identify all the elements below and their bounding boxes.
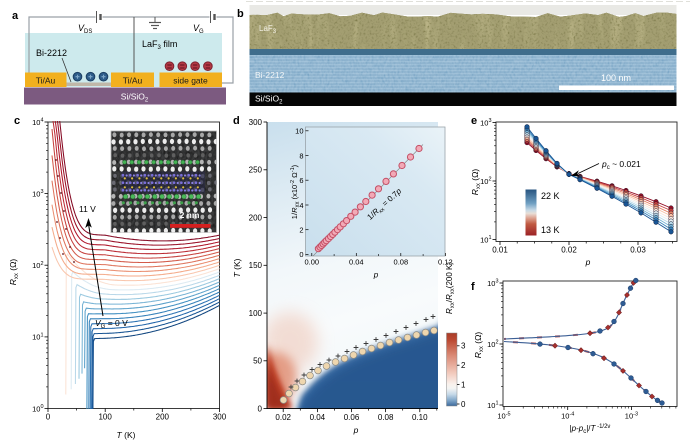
svg-text:Ti/Au: Ti/Au xyxy=(123,76,143,86)
svg-text:p: p xyxy=(585,257,591,267)
svg-text:|p-pc|/T -1/2ν: |p-pc|/T -1/2ν xyxy=(570,424,611,435)
svg-text:2 nm: 2 nm xyxy=(180,210,200,220)
svg-text:100 nm: 100 nm xyxy=(601,73,631,83)
svg-text:Bi-2212: Bi-2212 xyxy=(255,70,285,80)
svg-text:p: p xyxy=(373,271,379,280)
svg-text:100: 100 xyxy=(32,404,43,413)
svg-text:104: 104 xyxy=(32,118,43,127)
svg-text:0.10: 0.10 xyxy=(412,413,428,422)
svg-text:VG = 0 V: VG = 0 V xyxy=(95,318,128,330)
svg-text:Rxx/Rxx(200 K): Rxx/Rxx(200 K) xyxy=(445,262,456,314)
svg-text:0.02: 0.02 xyxy=(275,413,291,422)
svg-text:103: 103 xyxy=(487,279,498,288)
svg-text:100: 100 xyxy=(98,413,112,422)
svg-text:10-3: 10-3 xyxy=(625,411,638,420)
svg-text:pc ~ 0.021: pc ~ 0.021 xyxy=(601,159,641,171)
svg-text:102: 102 xyxy=(480,177,491,186)
svg-text:300: 300 xyxy=(249,118,263,127)
svg-text:0.04: 0.04 xyxy=(349,258,364,267)
svg-text:Rxx (Ω): Rxx (Ω) xyxy=(470,169,482,196)
svg-text:p: p xyxy=(353,425,359,435)
svg-text:250: 250 xyxy=(249,166,263,175)
svg-text:0.00: 0.00 xyxy=(304,258,319,267)
svg-text:0: 0 xyxy=(461,400,466,409)
svg-text:0.12: 0.12 xyxy=(438,258,453,267)
svg-text:Rxx (Ω): Rxx (Ω) xyxy=(473,332,485,359)
svg-text:101: 101 xyxy=(32,332,43,341)
svg-text:0: 0 xyxy=(46,413,51,422)
svg-text:d: d xyxy=(233,115,240,127)
svg-text:Ti/Au: Ti/Au xyxy=(36,76,56,86)
svg-text:1: 1 xyxy=(461,380,466,389)
svg-text:VDS: VDS xyxy=(78,23,92,35)
svg-text:0.08: 0.08 xyxy=(394,258,409,267)
svg-text:102: 102 xyxy=(32,261,43,270)
svg-text:103: 103 xyxy=(480,118,491,127)
svg-text:Si/SiO2: Si/SiO2 xyxy=(255,94,283,106)
svg-text:e: e xyxy=(471,115,477,127)
svg-text:8: 8 xyxy=(299,151,303,160)
svg-text:22 K: 22 K xyxy=(541,191,560,201)
svg-text:0.02: 0.02 xyxy=(561,246,577,255)
svg-text:0: 0 xyxy=(258,404,263,413)
svg-text:200: 200 xyxy=(156,413,170,422)
svg-text:10: 10 xyxy=(295,127,303,136)
svg-text:Bi-2212: Bi-2212 xyxy=(36,48,67,58)
svg-text:10-4: 10-4 xyxy=(561,411,574,420)
svg-text:0.01: 0.01 xyxy=(492,246,508,255)
svg-text:0.03: 0.03 xyxy=(630,246,646,255)
svg-text:2: 2 xyxy=(461,361,466,370)
svg-text:f: f xyxy=(471,281,475,293)
svg-text:b: b xyxy=(237,8,244,20)
svg-text:1/Rxx (x10-2 Ω-1): 1/Rxx (x10-2 Ω-1) xyxy=(290,164,301,219)
svg-text:0.08: 0.08 xyxy=(378,413,394,422)
svg-text:0.06: 0.06 xyxy=(344,413,360,422)
svg-text:2: 2 xyxy=(299,225,303,234)
svg-text:VG: VG xyxy=(193,23,204,35)
svg-text:150: 150 xyxy=(249,261,263,270)
svg-text:101: 101 xyxy=(487,401,498,410)
svg-text:0.04: 0.04 xyxy=(310,413,326,422)
svg-text:101: 101 xyxy=(480,235,491,244)
svg-text:c: c xyxy=(14,115,20,127)
svg-text:6: 6 xyxy=(299,176,303,185)
svg-text:Si/SiO2: Si/SiO2 xyxy=(121,92,149,104)
svg-text:50: 50 xyxy=(253,357,262,366)
svg-text:side gate: side gate xyxy=(173,76,208,86)
svg-text:LaF3: LaF3 xyxy=(259,24,277,35)
svg-text:10-5: 10-5 xyxy=(497,411,510,420)
svg-text:300: 300 xyxy=(213,413,227,422)
svg-text:103: 103 xyxy=(32,189,43,198)
svg-text:0: 0 xyxy=(299,250,303,259)
svg-text:4: 4 xyxy=(299,201,303,210)
svg-text:100: 100 xyxy=(249,309,263,318)
svg-text:a: a xyxy=(12,10,19,22)
svg-text:T (K): T (K) xyxy=(117,430,136,440)
svg-text:200: 200 xyxy=(249,213,263,222)
svg-text:11 V: 11 V xyxy=(79,204,96,214)
svg-text:LaF3 film: LaF3 film xyxy=(142,39,177,51)
svg-text:102: 102 xyxy=(487,340,498,349)
svg-text:13 K: 13 K xyxy=(541,225,560,235)
svg-text:Rxx (Ω): Rxx (Ω) xyxy=(8,259,20,286)
svg-text:3: 3 xyxy=(461,342,466,351)
svg-text:T (K): T (K) xyxy=(232,258,242,277)
